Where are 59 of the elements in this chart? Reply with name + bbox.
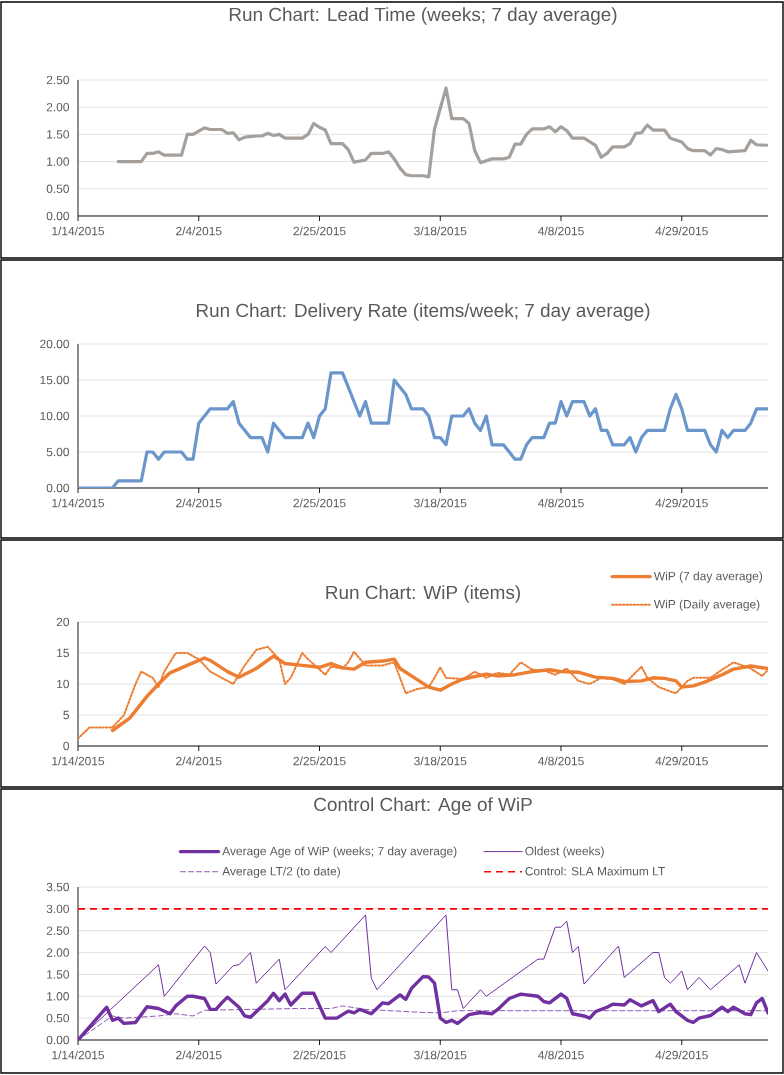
legend-label: Oldest (weeks) <box>525 846 604 858</box>
y-tick-label: 0.50 <box>46 184 70 194</box>
x-tick-label: 4/29/2015 <box>655 498 708 508</box>
y-tick-label: 10 <box>57 679 70 689</box>
y-tick-label: 2.50 <box>46 75 70 85</box>
y-tick-label: 15.00 <box>40 375 70 385</box>
y-tick-label: 0.00 <box>46 483 70 493</box>
x-tick-label: 3/18/2015 <box>414 226 467 236</box>
y-tick-label: 3.00 <box>46 904 70 914</box>
legend-label: WiP (Daily average) <box>653 599 760 611</box>
x-tick-label: 4/8/2015 <box>538 1050 584 1060</box>
legend-label: Control: SLA Maximum LT <box>525 866 665 876</box>
y-tick-label: 2.00 <box>46 948 70 957</box>
x-tick-label: 4/8/2015 <box>538 498 584 508</box>
x-tick-label: 1/14/2015 <box>52 756 105 766</box>
x-tick-label: 3/18/2015 <box>414 1050 467 1060</box>
y-tick-label: 0 <box>63 741 70 751</box>
y-tick-label: 0.00 <box>46 1035 70 1045</box>
line-series <box>116 86 769 179</box>
y-tick-label: 1.50 <box>47 130 70 139</box>
x-tick-label: 2/25/2015 <box>293 226 346 236</box>
y-tick-label: 0.50 <box>46 1013 70 1023</box>
legend-label: Average Age of WiP (weeks; 7 day average) <box>222 846 457 858</box>
x-tick-label: 4/8/2015 <box>538 226 584 236</box>
chart-title: Run Chart: Delivery Rate (items/week; 7 day average) <box>196 303 650 321</box>
chart-title: Run Chart: WiP (items) <box>326 585 520 603</box>
x-tick-label: 1/14/2015 <box>52 1050 105 1060</box>
y-tick-label: 0.00 <box>46 211 70 221</box>
y-tick-label: 10.00 <box>40 411 70 421</box>
y-tick-label: 5 <box>63 710 69 720</box>
x-tick-label: 2/4/2015 <box>176 1050 222 1060</box>
y-tick-label: 1.00 <box>47 157 70 166</box>
y-tick-label: 20 <box>56 617 70 627</box>
y-tick-label: 2.50 <box>46 926 70 935</box>
chart-title: Run Chart: Lead Time (weeks; 7 day average) <box>229 7 617 25</box>
x-tick-label: 4/29/2015 <box>655 226 708 236</box>
x-tick-label: 2/25/2015 <box>293 498 346 508</box>
x-tick-label: 4/8/2015 <box>538 756 584 766</box>
x-tick-label: 4/29/2015 <box>655 1050 708 1060</box>
x-tick-label: 3/18/2015 <box>414 756 467 766</box>
x-tick-label: 2/4/2015 <box>176 498 222 508</box>
y-tick-label: 15 <box>57 648 69 658</box>
x-tick-label: 3/18/2015 <box>414 498 467 508</box>
y-tick-label: 20.00 <box>40 339 70 349</box>
y-tick-label: 1.50 <box>47 970 70 979</box>
x-tick-label: 2/4/2015 <box>176 756 222 766</box>
y-tick-label: 3.50 <box>46 882 70 892</box>
y-tick-label: 5.00 <box>46 447 70 457</box>
x-tick-label: 1/14/2015 <box>52 498 105 508</box>
x-tick-label: 2/25/2015 <box>293 1050 346 1060</box>
chart-title: Control Chart: Age of WiP <box>314 797 532 815</box>
x-tick-label: 2/4/2015 <box>176 226 222 236</box>
legend-label: WiP (7 day average) <box>653 571 763 583</box>
legend-label: Average LT/2 (to date) <box>222 866 340 878</box>
x-tick-label: 2/25/2015 <box>293 756 346 766</box>
y-tick-label: 2.00 <box>46 102 70 112</box>
x-tick-label: 1/14/2015 <box>52 226 105 236</box>
y-tick-label: 1.00 <box>47 992 70 1001</box>
x-tick-label: 4/29/2015 <box>655 756 708 766</box>
